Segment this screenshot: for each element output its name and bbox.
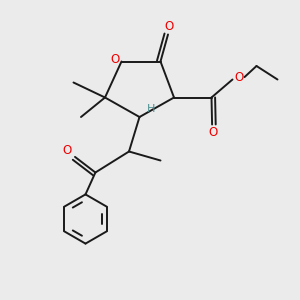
- Text: O: O: [63, 144, 72, 158]
- Text: O: O: [235, 70, 244, 84]
- Text: O: O: [208, 126, 217, 140]
- Text: O: O: [110, 52, 119, 66]
- Text: O: O: [164, 20, 173, 33]
- Text: H: H: [147, 103, 155, 114]
